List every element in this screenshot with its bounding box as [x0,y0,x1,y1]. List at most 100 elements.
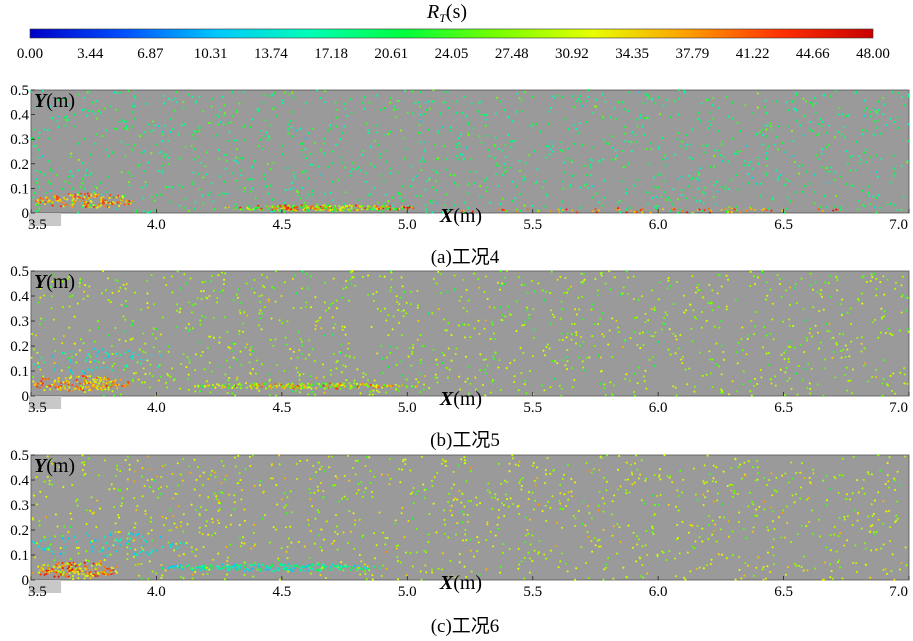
particle-point [333,565,336,568]
particle-point [843,544,846,547]
particle-point [633,394,636,397]
particle-point [508,462,511,465]
particle-point [56,525,59,528]
particle-point [234,207,237,210]
particle-point [614,149,617,152]
particle-point [875,530,878,534]
particle-point [70,155,73,158]
particle-point [283,492,286,495]
particle-point [64,377,67,380]
particle-point [906,296,909,299]
particle-point [79,384,83,387]
particle-point [49,384,52,388]
particle-point [290,385,294,388]
particle-point [449,173,452,176]
particle-point [726,211,730,214]
particle-point [856,512,860,515]
particle-point [806,498,809,501]
particle-point [62,485,65,489]
particle-point [839,208,842,211]
particle-point [728,206,731,209]
particle-point [314,471,318,474]
particle-point [595,211,598,214]
particle-point [181,566,184,569]
particle-point [67,175,70,179]
particle-point [93,195,96,198]
particle-point [399,129,403,132]
particle-point [192,180,195,183]
particle-point [742,383,745,386]
particle-point [638,91,641,94]
particle-point [715,363,718,366]
particle-point [756,471,760,475]
particle-point [455,111,458,114]
particle-point [231,392,234,395]
particle-point [781,511,784,514]
particle-point [483,179,486,182]
particle-point [39,368,42,371]
particle-point [194,554,197,558]
particle-point [119,489,122,492]
particle-point [682,576,686,579]
particle-point [524,320,527,323]
particle-point [763,508,766,511]
particle-point [332,205,335,208]
particle-point [807,362,810,365]
particle-point [501,314,504,317]
particle-point [569,184,572,187]
particle-point [210,121,213,124]
particle-point [38,519,41,523]
particle-point [458,375,461,378]
particle-point [628,206,631,209]
particle-point [287,128,290,131]
particle-point [675,338,678,341]
particle-point [724,207,727,210]
particle-point [399,561,402,564]
particle-point [243,569,246,572]
particle-point [679,470,682,473]
panel-caption: (a)工况4 [431,247,500,268]
particle-point [51,383,54,386]
particle-point [128,181,131,184]
particle-point [168,139,171,142]
particle-point [633,210,636,213]
particle-point [660,328,663,331]
particle-point [419,361,422,365]
particle-point [359,383,362,386]
particle-point [243,519,246,522]
inlet-block [29,396,62,409]
particle-point [639,114,642,117]
particle-point [36,209,39,212]
particle-point [92,204,95,207]
particle-point [474,388,477,391]
particle-point [163,156,166,159]
particle-point [141,381,144,384]
particle-point [604,100,607,103]
particle-point [194,508,197,512]
particle-point [426,180,429,183]
particle-point [541,289,544,292]
particle-point [814,190,817,193]
particle-point [876,175,879,178]
particle-point [247,204,250,207]
particle-point [211,384,215,387]
particle-point [870,549,873,552]
particle-point [39,287,42,290]
particle-point [865,107,868,110]
particle-point [52,318,55,321]
particle-point [619,540,622,543]
particle-point [676,537,680,540]
particle-point [97,382,100,385]
particle-point [362,150,365,153]
particle-point [310,384,313,387]
particle-point [793,160,797,163]
particle-point [776,178,779,181]
particle-point [601,333,604,336]
particle-point [341,131,344,134]
particle-point [618,208,621,211]
particle-point [133,497,136,500]
particle-point [513,380,516,384]
particle-point [845,150,848,153]
particle-point [450,504,453,507]
particle-point [88,196,91,199]
